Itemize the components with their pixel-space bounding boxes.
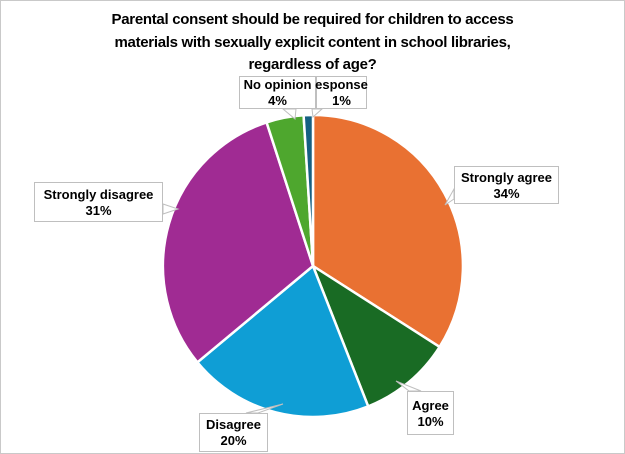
chart-title-line-1: Parental consent should be required for … — [111, 11, 514, 28]
chart-title-line-2: materials with sexually explicit content… — [114, 33, 511, 51]
data-label-category: Agree — [412, 397, 449, 413]
data-label-percent: 4% — [268, 93, 287, 108]
pie-slice-strongly-disagree — [161, 120, 315, 365]
data-label-category: No opinion — [243, 77, 312, 92]
pie — [161, 113, 465, 419]
data-label-percent: 1% — [332, 93, 351, 108]
data-label-strongly-agree: Strongly agree 34% — [454, 166, 559, 204]
pie-slice-agree — [310, 262, 442, 409]
data-label-percent: 34% — [493, 185, 520, 201]
pie-slice-disagree — [195, 263, 370, 419]
data-label-category: esponse — [315, 77, 368, 92]
callout-pointer-no-opinion — [281, 108, 297, 120]
data-label-agree: Agree 10% — [407, 391, 454, 435]
callout-pointer-response — [311, 108, 324, 119]
chart-title: Parental consent should be required for … — [1, 9, 624, 77]
data-label-disagree: Disagree 20% — [199, 413, 268, 452]
data-label-response: esponse 1% — [315, 76, 368, 109]
data-label-percent: 20% — [220, 433, 247, 448]
data-label-category: Disagree — [206, 417, 261, 432]
callout-pointer-strongly-disagree — [162, 203, 180, 215]
data-label-percent: 31% — [85, 202, 112, 218]
data-label-category: Strongly agree — [460, 169, 553, 185]
chart-title-line-3: regardless of age? — [248, 56, 377, 73]
data-label-strongly-disagree: Strongly disagree 31% — [34, 182, 163, 222]
data-label-percent: 10% — [417, 413, 444, 429]
data-label-no-opinion: No opinion 4% — [239, 76, 316, 109]
data-label-category: Strongly disagree — [43, 186, 154, 202]
